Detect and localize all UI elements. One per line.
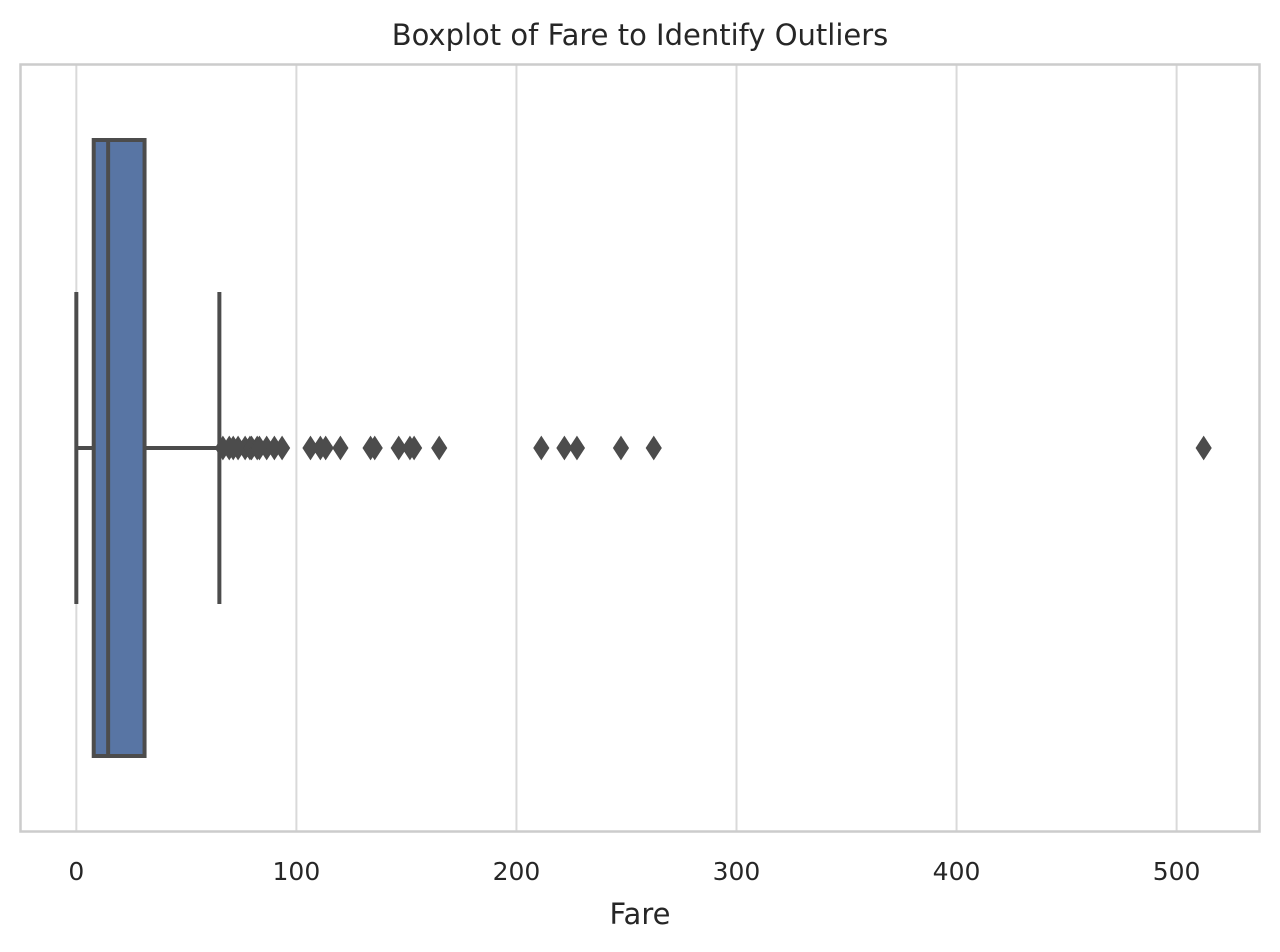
box-plot [74, 138, 222, 758]
outlier-point [556, 435, 573, 461]
outlier-point [273, 435, 291, 461]
chart-title: Boxplot of Fare to Identify Outliers [392, 18, 889, 52]
outlier-point [332, 435, 349, 461]
x-tick-label: 0 [68, 857, 84, 886]
x-tick-label: 400 [933, 857, 981, 886]
outlier-point [366, 435, 383, 461]
outlier-point [533, 435, 550, 461]
outlier-point [612, 435, 630, 461]
outlier-point [1195, 435, 1212, 461]
gridlines [75, 64, 1178, 832]
outlier-point [406, 435, 423, 461]
outlier-points [214, 435, 1212, 461]
outlier-point [568, 435, 586, 461]
x-tick-label: 300 [713, 857, 761, 886]
plot-frame [19, 63, 1261, 833]
x-axis-label: Fare [610, 897, 671, 931]
outlier-point [645, 435, 662, 461]
x-tick-label: 200 [493, 857, 541, 886]
outlier-point [431, 435, 448, 461]
x-axis-ticks: 0 100 200 300 400 500 [68, 857, 1200, 886]
outlier-point [390, 435, 407, 461]
interquartile-box [91, 138, 147, 758]
x-tick-label: 500 [1153, 857, 1201, 886]
x-tick-label: 100 [273, 857, 321, 886]
outlier-point [317, 435, 334, 461]
